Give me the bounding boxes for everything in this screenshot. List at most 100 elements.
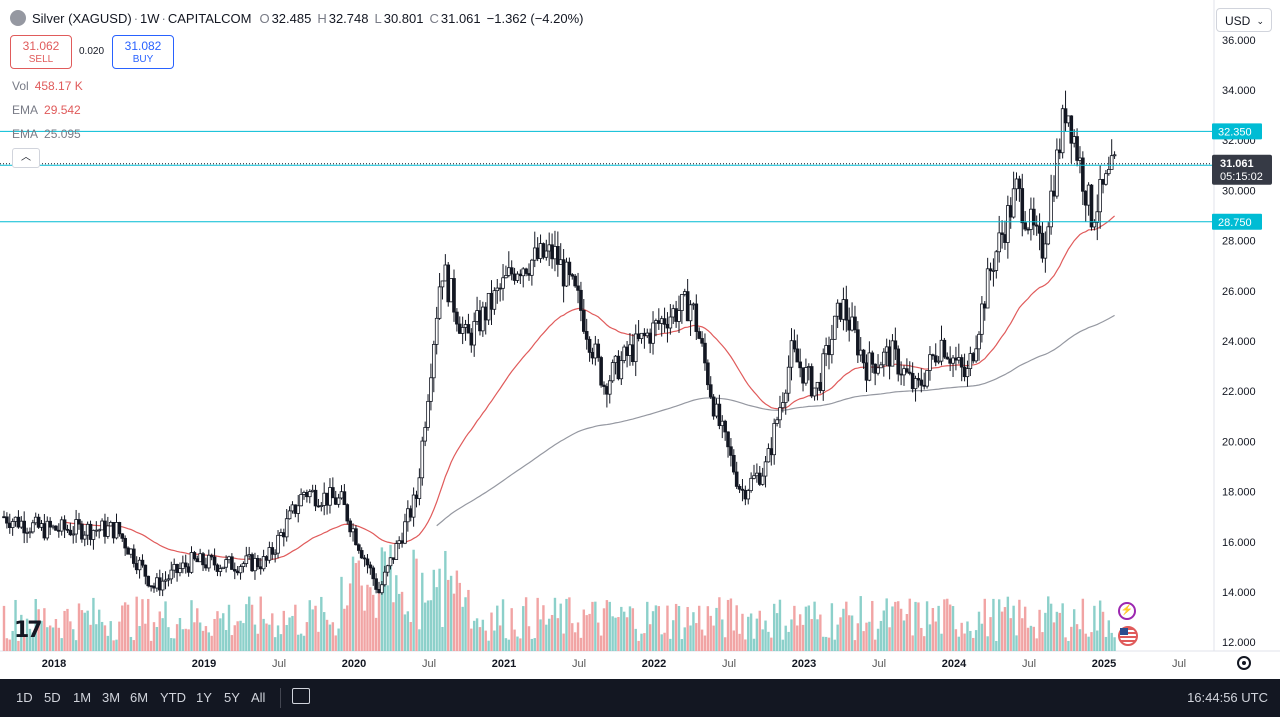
- volume-bar: [282, 610, 286, 651]
- sell-button[interactable]: 31.062 SELL: [10, 35, 72, 69]
- candle-body: [310, 489, 315, 492]
- indicator-value: 458.17 K: [34, 79, 83, 93]
- candle-body: [126, 547, 130, 555]
- candle-body: [354, 528, 358, 546]
- indicator-ema-slow[interactable]: EMA 25.095: [12, 127, 81, 141]
- volume-bar: [738, 633, 741, 651]
- timeframe-ytd[interactable]: YTD: [160, 690, 186, 705]
- candle-body: [763, 461, 768, 477]
- volume-bar: [372, 594, 375, 651]
- candle-body: [535, 247, 540, 259]
- symbol-name[interactable]: Silver (XAGUSD): [32, 10, 132, 26]
- candle-body: [1029, 208, 1033, 230]
- volume-bar: [974, 630, 978, 651]
- candle-body: [172, 564, 176, 571]
- time-tick-label: Jul: [422, 658, 436, 670]
- indicator-volume[interactable]: Vol 458.17 K: [12, 79, 83, 93]
- candle-body: [264, 556, 269, 561]
- candle-body: [919, 379, 924, 386]
- calendar-goto-icon[interactable]: [292, 688, 310, 704]
- timeframe-3m[interactable]: 3M: [102, 690, 121, 705]
- volume-bar: [726, 599, 730, 651]
- volume-bar: [972, 637, 975, 651]
- candle-body: [215, 564, 220, 572]
- volume-bar: [657, 606, 661, 651]
- candle-body: [890, 340, 895, 367]
- tradingview-logo[interactable]: 17: [14, 618, 43, 643]
- volume-bar: [152, 622, 156, 651]
- buy-label: BUY: [132, 54, 154, 65]
- candle-body: [235, 570, 240, 574]
- candle-body: [13, 516, 18, 522]
- candle-body: [108, 522, 113, 527]
- volume-bar: [380, 547, 384, 651]
- candle-body: [351, 528, 355, 533]
- timeframe-1d[interactable]: 1D: [16, 690, 33, 705]
- settings-icon[interactable]: [1237, 656, 1251, 670]
- candle-body: [160, 580, 165, 591]
- candle-body: [1092, 221, 1097, 228]
- volume-bar: [112, 640, 115, 651]
- sell-price: 31.062: [22, 39, 60, 53]
- volume-bar: [631, 608, 635, 651]
- candle-body: [708, 384, 713, 398]
- currency-select[interactable]: USD ⌄: [1216, 8, 1272, 32]
- candle-body: [607, 380, 612, 395]
- volume-bar: [224, 630, 228, 651]
- candle-body: [103, 520, 107, 537]
- candle-body: [870, 352, 875, 365]
- indicator-ema-fast[interactable]: EMA 29.542: [12, 103, 81, 117]
- candle-body: [377, 589, 381, 594]
- volume-bar: [672, 620, 675, 651]
- volume-bar: [1015, 635, 1018, 651]
- candle-body: [527, 273, 531, 276]
- us-flag-icon[interactable]: [1118, 626, 1138, 646]
- timeframe-1m[interactable]: 1M: [73, 690, 92, 705]
- volume-bar: [1047, 596, 1050, 651]
- volume-bar: [885, 598, 888, 651]
- candle-body: [610, 362, 615, 382]
- candle-body: [371, 567, 376, 580]
- timeframe-1y[interactable]: 1Y: [196, 690, 212, 705]
- candle-body: [457, 323, 462, 334]
- spread-value: 0.020: [79, 46, 105, 57]
- volume-bar: [230, 635, 234, 651]
- candle-body: [977, 333, 981, 350]
- timeframe-5y[interactable]: 5Y: [224, 690, 240, 705]
- price-tick-label: 36.000: [1222, 35, 1256, 47]
- collapse-legend-button[interactable]: ︿: [12, 148, 40, 168]
- candle-body: [587, 338, 592, 353]
- candle-body: [5, 516, 9, 524]
- volume-bar: [611, 616, 614, 651]
- volume-bar: [392, 602, 395, 651]
- volume-bar: [1067, 640, 1070, 651]
- buy-button[interactable]: 31.082 BUY: [112, 35, 174, 69]
- candle-body: [16, 516, 21, 528]
- candle-body: [703, 342, 707, 364]
- candle-body: [429, 377, 433, 402]
- timeframe-6m[interactable]: 6M: [130, 690, 149, 705]
- volume-bar: [106, 635, 110, 651]
- indicator-name: EMA: [12, 103, 39, 117]
- utc-clock[interactable]: 16:44:56 UTC: [1187, 690, 1268, 705]
- candle-body: [140, 559, 145, 566]
- candle-body: [677, 310, 681, 322]
- volume-bar: [922, 636, 926, 651]
- high-label: H: [317, 10, 327, 26]
- volume-bar: [943, 599, 946, 651]
- candle-body: [628, 344, 632, 356]
- candle-body: [691, 303, 696, 306]
- separator: ·: [133, 10, 139, 26]
- timeframe-all[interactable]: All: [251, 690, 266, 705]
- candle-body: [209, 554, 214, 558]
- timeframe-5d[interactable]: 5D: [44, 690, 61, 705]
- volume-bar: [562, 633, 565, 651]
- logo-text: 17: [14, 618, 43, 643]
- lightning-icon[interactable]: ⚡: [1118, 602, 1136, 620]
- candle-body: [328, 487, 332, 506]
- symbol-interval[interactable]: 1W: [140, 10, 160, 26]
- candle-body: [636, 333, 641, 339]
- volume-bar: [946, 598, 949, 651]
- price-chart[interactable]: 36.00034.00032.00030.00028.00026.00024.0…: [0, 0, 1280, 679]
- candle-body: [106, 525, 110, 537]
